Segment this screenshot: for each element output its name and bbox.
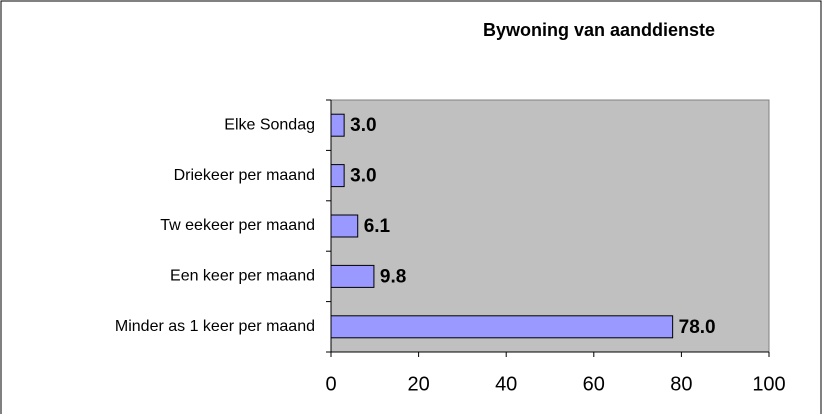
x-tick-label: 0	[325, 373, 336, 395]
bar	[330, 264, 375, 288]
bar	[330, 214, 359, 238]
value-label: 3.0	[350, 166, 376, 187]
chart-title: Bywoning van aanddienste	[483, 20, 715, 40]
y-tick-label: Tw eekeer per maand	[160, 217, 315, 234]
value-label: 3.0	[350, 115, 376, 136]
bar	[330, 164, 345, 188]
value-label: 78.0	[679, 317, 716, 338]
y-tick-label: Een keer per maand	[170, 268, 315, 285]
y-tick-label: Driekeer per maand	[174, 167, 315, 184]
x-tick-label: 100	[752, 373, 785, 395]
x-tick-label: 60	[583, 373, 605, 395]
x-tick-label: 20	[407, 373, 429, 395]
bar	[330, 315, 674, 339]
y-tick-label: Minder as 1 keer per maand	[115, 318, 315, 335]
y-tick-label: Elke Sondag	[224, 116, 315, 133]
plot-area	[330, 99, 770, 353]
bar	[330, 113, 345, 137]
x-tick-label: 40	[495, 373, 517, 395]
value-label: 6.1	[364, 216, 391, 237]
x-tick-label: 80	[670, 373, 692, 395]
value-label: 9.8	[380, 266, 406, 287]
